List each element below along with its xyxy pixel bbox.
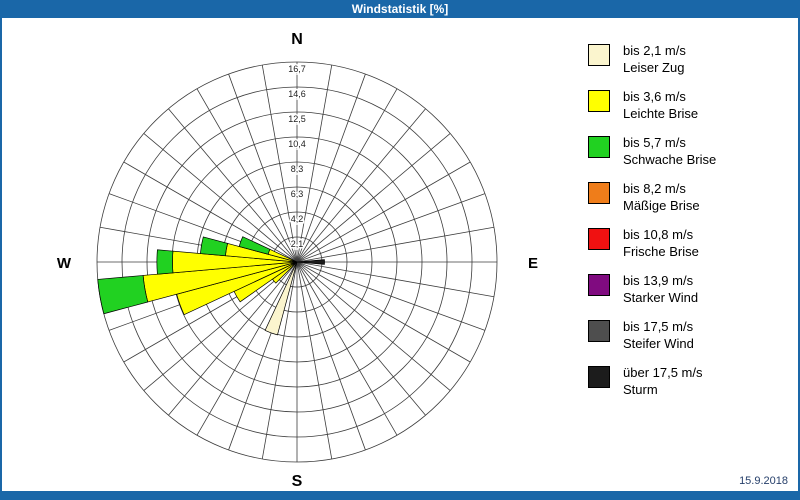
- legend-text: bis 13,9 m/s Starker Wind: [623, 272, 698, 306]
- ring-label: 16,7: [288, 64, 306, 74]
- wind-rose-chart: 2,1 4,2 6,3 8,3 10,4 12,5 14,6 16,7 N S W E: [57, 31, 538, 490]
- legend-item-5: bis 10,8 m/s Frische Brise: [588, 226, 788, 260]
- title-bar: Windstatistik [%]: [2, 0, 798, 18]
- legend-swatch: [588, 274, 610, 296]
- legend-text: bis 10,8 m/s Frische Brise: [623, 226, 699, 260]
- legend-text: bis 2,1 m/s Leiser Zug: [623, 42, 686, 76]
- rose-bar-segment: [238, 236, 271, 255]
- compass-label-n: N: [291, 31, 303, 48]
- legend-item-6: bis 13,9 m/s Starker Wind: [588, 272, 788, 306]
- legend: bis 2,1 m/s Leiser Zug bis 3,6 m/s Leichte …: [588, 42, 788, 410]
- legend-text: bis 3,6 m/s Leichte Brise: [623, 88, 698, 122]
- legend-class-label: Starker Wind: [623, 290, 699, 305]
- ring-label: 8,3: [291, 164, 304, 174]
- legend-class-label: Mäßige Brise: [623, 198, 700, 213]
- legend-speed-label: bis 17,5 m/s: [623, 319, 694, 334]
- legend-item-7: bis 17,5 m/s Steifer Wind: [588, 318, 788, 352]
- ring-label: 6,3: [291, 189, 304, 199]
- compass-label-s: S: [292, 473, 303, 490]
- rose-bar-segment: [156, 249, 174, 275]
- rose-bar-segment: [296, 259, 325, 265]
- legend-swatch: [588, 136, 610, 158]
- legend-speed-label: bis 10,8 m/s: [623, 227, 694, 242]
- rose-bars: [97, 236, 325, 336]
- rose-bar-segment: [264, 261, 298, 336]
- legend-class-label: Schwache Brise: [623, 152, 717, 167]
- legend-text: bis 17,5 m/s Steifer Wind: [623, 318, 694, 352]
- legend-swatch: [588, 44, 610, 66]
- ring-label: 10,4: [288, 139, 306, 149]
- ring-label: 4,2: [291, 214, 304, 224]
- legend-speed-label: bis 13,9 m/s: [623, 273, 694, 288]
- legend-item-4: bis 8,2 m/s Mäßige Brise: [588, 180, 788, 214]
- legend-swatch: [588, 228, 610, 250]
- legend-item-2: bis 3,6 m/s Leichte Brise: [588, 88, 788, 122]
- rose-bar-segment: [97, 275, 149, 315]
- legend-item-8: über 17,5 m/s Sturm: [588, 364, 788, 398]
- legend-swatch: [588, 90, 610, 112]
- ring-label: 12,5: [288, 114, 306, 124]
- compass-label-w: W: [57, 255, 72, 272]
- legend-class-label: Leichte Brise: [623, 106, 699, 121]
- legend-text: bis 8,2 m/s Mäßige Brise: [623, 180, 700, 214]
- legend-item-3: bis 5,7 m/s Schwache Brise: [588, 134, 788, 168]
- rose-bar-segment: [199, 236, 229, 257]
- legend-speed-label: über 17,5 m/s: [623, 365, 703, 380]
- legend-class-label: Steifer Wind: [623, 336, 694, 351]
- compass-label-e: E: [528, 255, 538, 272]
- date-label: 15.9.2018: [739, 475, 788, 487]
- ring-labels: 2,1 4,2 6,3 8,3 10,4 12,5 14,6 16,7: [287, 63, 308, 251]
- legend-speed-label: bis 8,2 m/s: [623, 181, 686, 196]
- legend-class-label: Sturm: [623, 382, 658, 397]
- ring-label: 2,1: [291, 239, 304, 249]
- legend-class-label: Leiser Zug: [623, 60, 685, 75]
- legend-text: bis 5,7 m/s Schwache Brise: [623, 134, 716, 168]
- legend-item-1: bis 2,1 m/s Leiser Zug: [588, 42, 788, 76]
- legend-speed-label: bis 2,1 m/s: [623, 43, 686, 58]
- legend-speed-label: bis 3,6 m/s: [623, 89, 686, 104]
- legend-class-label: Frische Brise: [623, 244, 699, 259]
- window-title: Windstatistik [%]: [351, 2, 449, 16]
- ring-label: 14,6: [288, 89, 306, 99]
- legend-text: über 17,5 m/s Sturm: [623, 364, 703, 398]
- legend-swatch: [588, 320, 610, 342]
- bottom-strip: [2, 491, 798, 500]
- legend-swatch: [588, 182, 610, 204]
- legend-speed-label: bis 5,7 m/s: [623, 135, 686, 150]
- legend-swatch: [588, 366, 610, 388]
